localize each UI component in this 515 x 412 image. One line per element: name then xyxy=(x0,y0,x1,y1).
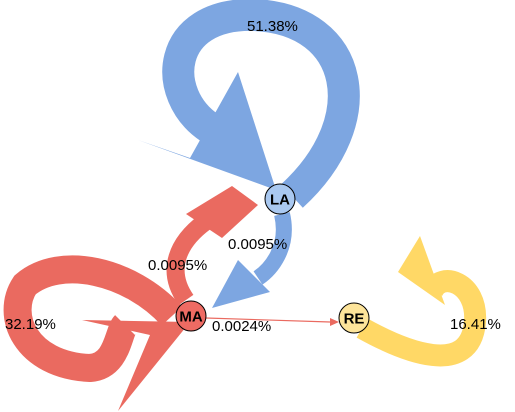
edge-la-la-arrowhead xyxy=(138,72,276,190)
node-re-circle xyxy=(338,302,370,334)
edge-la-la-body xyxy=(162,0,360,208)
edge-ma-la xyxy=(166,186,258,306)
node-ma-label: MA xyxy=(179,309,202,326)
edge-re-re-arrowhead xyxy=(398,236,445,305)
edge-ma-ma-body xyxy=(3,255,183,383)
edge-ma-re-line xyxy=(205,317,331,323)
edge-ma-re-label: 0.0024% xyxy=(212,318,271,335)
node-re: RE xyxy=(338,302,370,334)
node-ma: MA xyxy=(175,300,207,332)
edge-la-ma-label: 0.0095% xyxy=(228,236,287,253)
node-ma-circle xyxy=(175,300,207,332)
edge-ma-la-label: 0.0095% xyxy=(148,257,207,274)
edge-re-re xyxy=(356,236,487,367)
edge-ma-re xyxy=(205,317,339,326)
edge-la-la-label: 51.38% xyxy=(247,18,298,35)
edge-re-re-label: 16.41% xyxy=(450,316,501,333)
edge-la-ma-arrowhead xyxy=(212,260,270,308)
node-la: LA xyxy=(264,183,296,215)
edge-ma-ma-label: 32.19% xyxy=(5,316,56,333)
edge-la-la xyxy=(138,0,360,208)
node-re-label: RE xyxy=(344,311,365,328)
edge-ma-la-body xyxy=(166,214,211,306)
edge-la-ma-body xyxy=(253,212,292,285)
node-la-circle xyxy=(264,183,296,215)
edge-ma-ma xyxy=(3,255,190,411)
node-la-label: LA xyxy=(270,192,290,209)
edge-ma-re-arrowhead xyxy=(330,318,339,326)
edge-la-ma xyxy=(212,212,292,308)
edge-ma-ma-arrowhead xyxy=(82,320,190,411)
edge-ma-la-arrowhead xyxy=(186,186,258,238)
edge-re-re-body xyxy=(356,270,487,367)
